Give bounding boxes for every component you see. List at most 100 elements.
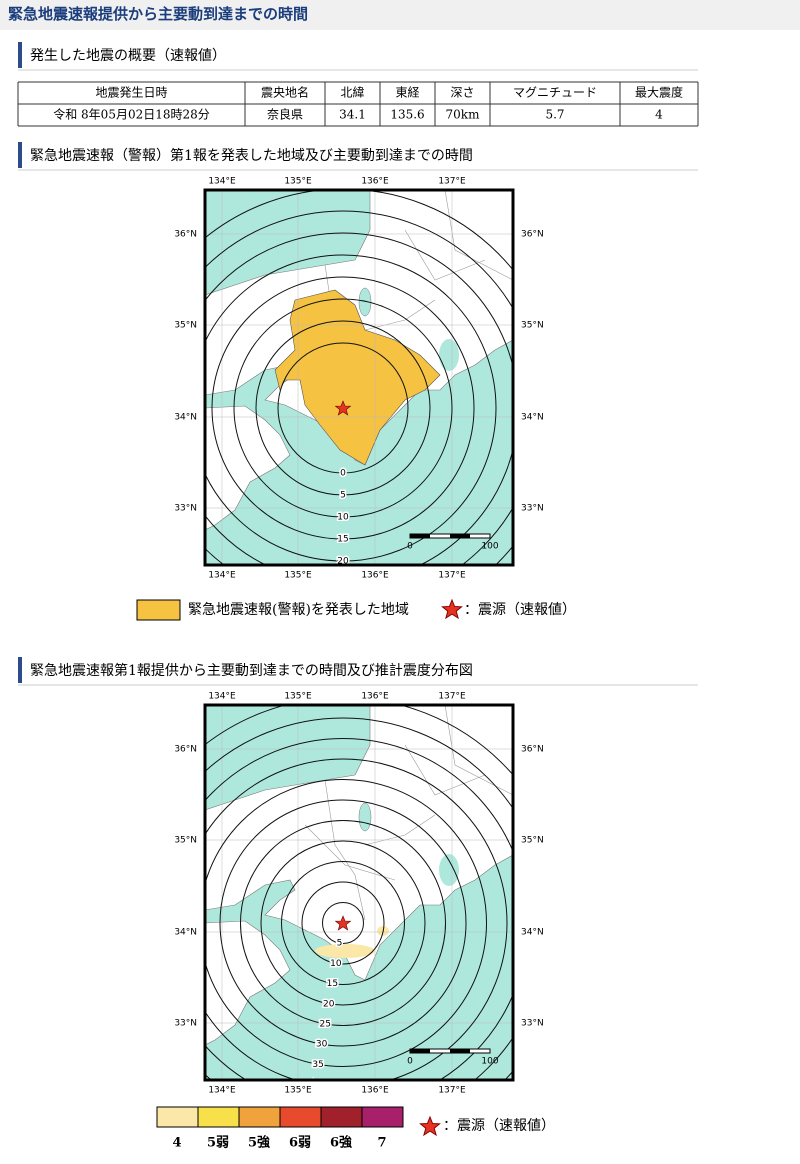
- scale-label: 4: [172, 1136, 181, 1151]
- table-cell: 70km: [446, 108, 481, 122]
- scale-label: 6弱: [289, 1135, 311, 1151]
- lon-label: 134°E: [208, 177, 236, 187]
- contour-label: 10: [330, 959, 342, 969]
- section-heading: 緊急地震速報第1報提供から主要動到達までの時間及び推計震度分布図: [30, 662, 473, 679]
- lat-label: 33°N: [521, 1019, 544, 1029]
- lat-label: 35°N: [174, 836, 197, 846]
- lon-label: 134°E: [208, 1086, 236, 1096]
- page-title: 緊急地震速報提供から主要動到達までの時間: [8, 5, 308, 23]
- contour-label: 25: [337, 579, 348, 589]
- legend-text: ：震源（速報値）: [464, 602, 576, 618]
- lon-label: 136°E: [361, 1086, 389, 1096]
- contour-label: 5: [340, 491, 346, 501]
- lat-label: 34°N: [521, 413, 544, 423]
- contour-label: 0: [340, 469, 346, 479]
- lat-label: 35°N: [174, 321, 197, 331]
- table-header: マグニチュード: [513, 86, 597, 100]
- lon-label: 135°E: [284, 1086, 312, 1096]
- page-canvas: 緊急地震速報提供から主要動到達までの時間 発生した地震の概要（速報値） 地震発生…: [0, 0, 800, 1160]
- contour-label: 25: [319, 1019, 330, 1029]
- table-header: 東経: [395, 86, 419, 100]
- lat-label: 36°N: [174, 745, 197, 755]
- table-cell: 令和 8年05月02日18時28分: [53, 107, 210, 122]
- lon-label: 135°E: [284, 177, 312, 187]
- lat-label: 34°N: [174, 413, 197, 423]
- scale-swatch: [362, 1107, 403, 1127]
- lon-label: 135°E: [284, 692, 312, 702]
- scale-label: 6強: [330, 1135, 352, 1151]
- scale-label: 0: [407, 542, 413, 552]
- lon-label: 134°E: [208, 571, 236, 581]
- map: 5101520253035404550550100134°E134°E135°E…: [118, 692, 569, 1151]
- lon-label: 137°E: [438, 571, 466, 581]
- table-cell: 5.7: [545, 108, 564, 122]
- section-heading: 緊急地震速報（警報）第1報を発表した地域及び主要動到達までの時間: [30, 147, 473, 164]
- lon-label: 134°E: [208, 692, 236, 702]
- lon-label: 135°E: [284, 571, 312, 581]
- lon-label: 137°E: [438, 1086, 466, 1096]
- scale-swatch: [321, 1107, 362, 1127]
- table-cell: 34.1: [339, 108, 366, 122]
- contour-label: 5: [337, 939, 343, 949]
- lat-label: 36°N: [521, 745, 544, 755]
- page: {"header": {"title": "緊急地震速報提供から主要動到達までの…: [0, 0, 800, 1160]
- table-cell: 奈良県: [267, 107, 303, 122]
- scale-bar-segment: [450, 534, 470, 538]
- contour-label: 10: [337, 513, 349, 523]
- scale-label: 5強: [248, 1135, 270, 1151]
- lat-label: 34°N: [174, 928, 197, 938]
- table-header: 最大震度: [635, 85, 683, 100]
- bay: [439, 339, 459, 371]
- lat-label: 33°N: [174, 1019, 197, 1029]
- table-cell: 135.6: [390, 108, 424, 122]
- scale-bar-segment: [410, 534, 430, 538]
- scale-label: 7: [377, 1136, 386, 1151]
- table-header: 地震発生日時: [95, 86, 167, 100]
- lon-label: 136°E: [361, 177, 389, 187]
- scale-label: 100: [481, 542, 498, 552]
- heading-bar: [18, 657, 22, 683]
- scale-swatch: [198, 1107, 239, 1127]
- heading-bar: [18, 42, 22, 68]
- lat-label: 36°N: [521, 230, 544, 240]
- contour-label: 35: [312, 1060, 323, 1070]
- table-header: 深さ: [450, 86, 474, 100]
- lat-label: 35°N: [521, 321, 544, 331]
- legend-star: [442, 600, 461, 618]
- legend-swatch: [137, 600, 180, 620]
- summary-table: 地震発生日時令和 8年05月02日18時28分 震央地名奈良県 北緯 34.1 東経 13…: [18, 82, 698, 126]
- table-header: 北緯: [340, 85, 364, 100]
- scale-label: 5弱: [207, 1135, 229, 1151]
- contour-label: 30: [316, 1040, 328, 1050]
- legend-star: [420, 1117, 439, 1135]
- table-header: 震央地名: [261, 85, 309, 100]
- scale-swatch: [280, 1107, 321, 1127]
- scale-swatch: [157, 1107, 198, 1127]
- scale-label: 0: [407, 1057, 413, 1067]
- map: 051015202530350100134°E134°E135°E135°E13…: [124, 177, 562, 633]
- intensity-area: [315, 944, 375, 958]
- lon-label: 137°E: [438, 692, 466, 702]
- legend-text: 緊急地震速報(警報)を発表した地域: [188, 602, 409, 618]
- lat-label: 34°N: [521, 928, 544, 938]
- scale-label: 100: [481, 1057, 498, 1067]
- table-cell: 4: [655, 108, 663, 122]
- lat-label: 33°N: [521, 504, 544, 514]
- scale-swatch: [239, 1107, 280, 1127]
- lon-label: 137°E: [438, 177, 466, 187]
- contour-label: 15: [337, 535, 348, 545]
- contour-label: 20: [323, 999, 335, 1009]
- bay: [439, 854, 459, 886]
- lat-label: 35°N: [521, 836, 544, 846]
- lon-label: 136°E: [361, 571, 389, 581]
- lon-label: 136°E: [361, 692, 389, 702]
- scale-bar-segment: [450, 1049, 470, 1053]
- heading-bar: [18, 142, 22, 168]
- intensity-scale: 4 5弱 5強 6弱 6強 7: [157, 1107, 403, 1151]
- lake: [359, 803, 371, 831]
- contour-label: 35: [337, 623, 348, 633]
- contour-label: 15: [327, 979, 338, 989]
- lat-label: 36°N: [174, 230, 197, 240]
- legend-text: ：震源（速報値）: [443, 1118, 555, 1134]
- lat-label: 33°N: [174, 504, 197, 514]
